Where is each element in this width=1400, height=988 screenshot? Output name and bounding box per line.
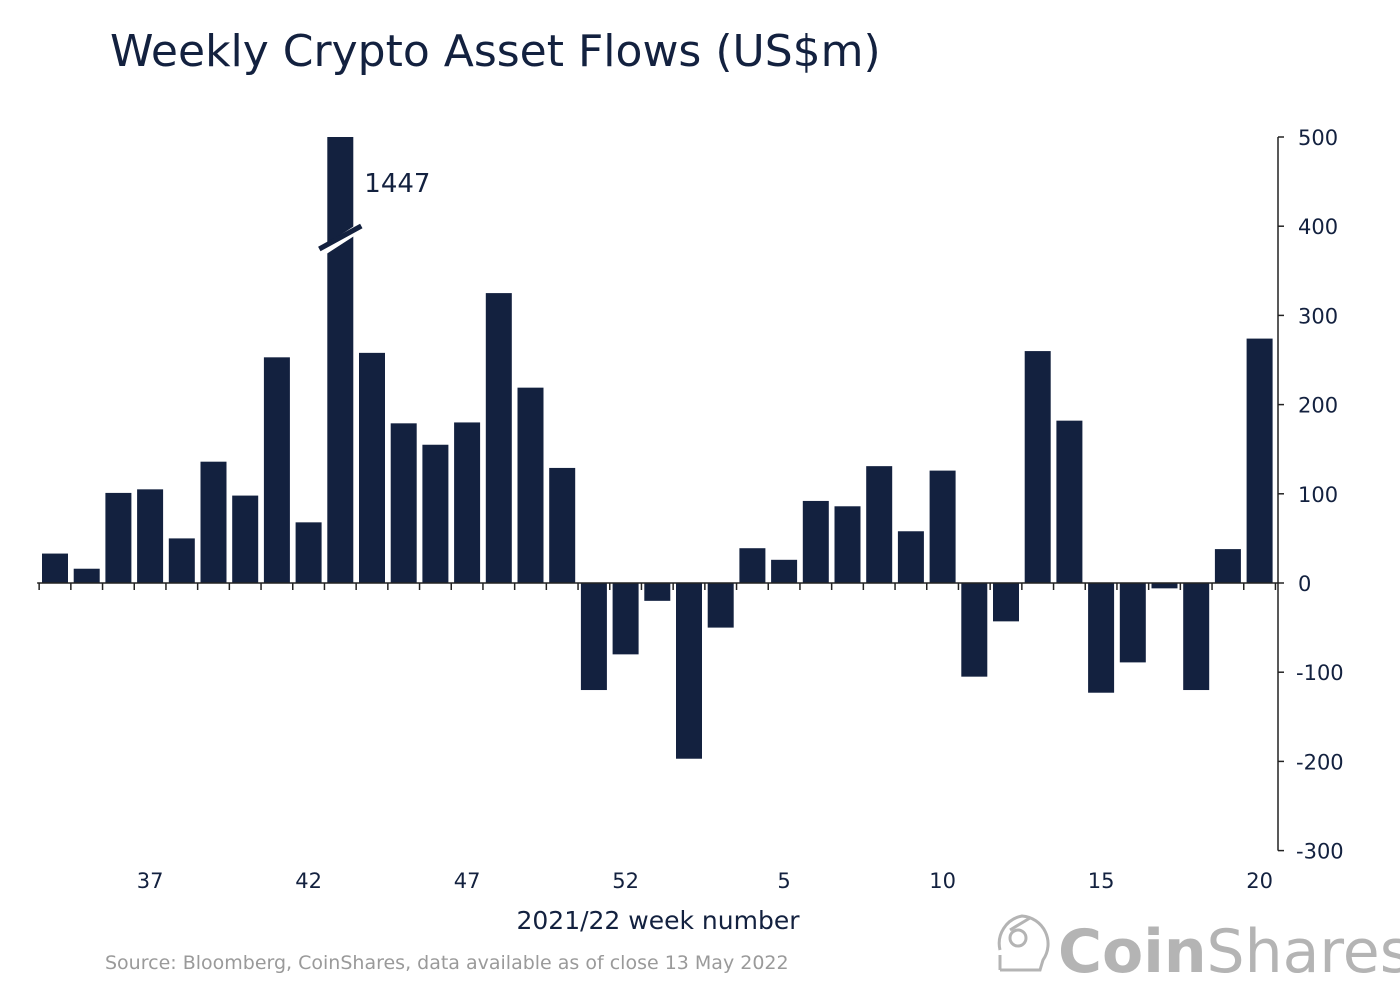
- y-tick-label: 0: [1298, 572, 1311, 596]
- bar-week-6: [802, 500, 829, 583]
- bar-week-47: [454, 422, 481, 583]
- bar-week-12: [993, 583, 1019, 622]
- y-tick-label: 100: [1298, 483, 1338, 507]
- bar-week-52: [612, 583, 639, 655]
- bar-week-44: [359, 352, 385, 583]
- x-tick-label: 42: [295, 869, 322, 893]
- bar-week-46: [422, 444, 449, 583]
- source-note: Source: Bloomberg, CoinShares, data avai…: [105, 952, 789, 974]
- bar-week-34: [42, 553, 68, 583]
- bar-week-35: [73, 568, 100, 583]
- bar-week-4: [739, 548, 766, 583]
- y-tick-label: 500: [1298, 126, 1338, 150]
- chart-title: Weekly Crypto Asset Flows (US$m): [110, 26, 881, 77]
- bar-week-1: [644, 583, 671, 601]
- x-tick-label: 10: [929, 869, 956, 893]
- bar-annotation: 1447: [364, 169, 430, 199]
- x-tick-label: 20: [1246, 869, 1273, 893]
- bar-week-37: [137, 489, 164, 583]
- x-tick-label: 47: [454, 869, 481, 893]
- bar-week-20: [1246, 338, 1273, 583]
- coinshares-logo: CoinShares: [997, 914, 1400, 987]
- x-tick-label: 37: [137, 869, 164, 893]
- y-tick-label: 400: [1298, 215, 1338, 239]
- bar-week-5: [771, 559, 798, 583]
- y-tick-label: -100: [1296, 661, 1344, 685]
- bar-week-11: [961, 583, 988, 677]
- bar-week-17: [1151, 583, 1178, 589]
- bar-week-9: [897, 531, 924, 583]
- bar-week-18: [1183, 583, 1210, 691]
- bar-week-51: [580, 583, 607, 691]
- bar-week-2: [676, 583, 702, 759]
- y-tick-label: 300: [1298, 304, 1338, 328]
- bar-week-13: [1024, 351, 1051, 583]
- bar-week-14: [1056, 420, 1083, 583]
- bar-week-3: [707, 583, 734, 628]
- bar-week-36: [105, 492, 132, 583]
- bar-week-15: [1088, 583, 1115, 693]
- x-tick-label: 5: [777, 869, 790, 893]
- logo-text: CoinShares: [1058, 917, 1400, 987]
- break-line: [318, 223, 363, 252]
- bar-week-16: [1119, 583, 1146, 663]
- x-tick-label: 52: [612, 869, 639, 893]
- axes: 37 42 47 52 5 10 15 20 500 400 300 200 100 0 -100 -200 -…: [37, 126, 1344, 893]
- bar-week-49: [517, 387, 544, 583]
- bar-week-48: [485, 293, 512, 583]
- bar-week-41: [263, 357, 290, 583]
- bar-week-10: [929, 470, 956, 583]
- bar-week-39: [200, 461, 227, 583]
- bar-week-19: [1214, 549, 1241, 583]
- bar-week-7: [834, 506, 861, 583]
- helmet-icon: [997, 914, 1050, 972]
- bar-week-50: [549, 467, 576, 583]
- bar-week-43: [327, 137, 354, 583]
- bar-week-45: [390, 423, 417, 583]
- x-tick-label: 15: [1088, 869, 1115, 893]
- y-tick-label: 200: [1298, 394, 1338, 418]
- bar-week-42: [295, 522, 322, 583]
- bar-week-40: [232, 495, 259, 583]
- bar-week-8: [866, 466, 893, 583]
- y-tick-label: -300: [1296, 840, 1344, 864]
- x-axis-label: 2021/22 week number: [516, 906, 800, 935]
- bars: 1447: [42, 137, 1273, 759]
- bar-week-38: [168, 538, 195, 583]
- y-tick-label: -200: [1296, 750, 1344, 774]
